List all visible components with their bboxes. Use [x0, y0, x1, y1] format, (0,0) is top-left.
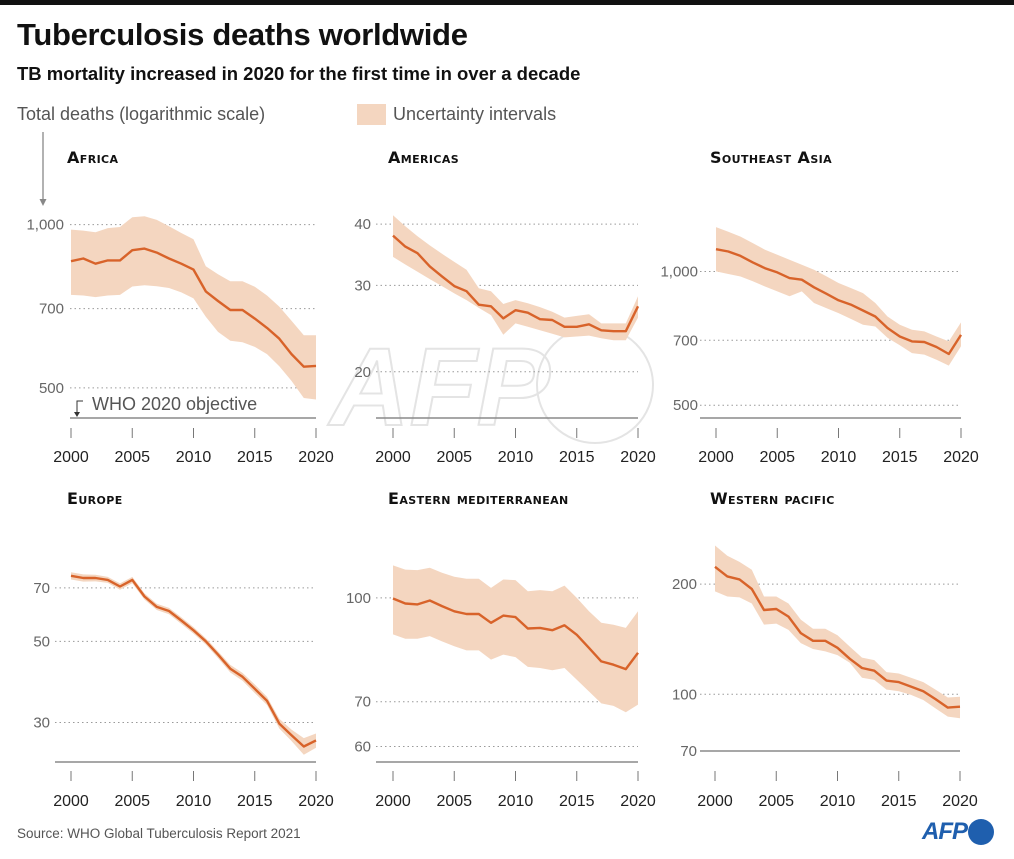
legend-swatch-uncertainty: [357, 104, 386, 125]
x-tick-label: 2000: [53, 449, 89, 466]
objective-arrowhead-icon: [74, 412, 80, 417]
x-tick-label: 2005: [759, 449, 795, 466]
y-axis-arrow-icon: [39, 132, 47, 206]
afp-watermark: AFP: [327, 326, 551, 449]
x-tick-label: 2005: [114, 449, 150, 466]
y-axis-label: Total deaths (logarithmic scale): [17, 104, 266, 124]
x-tick-label: 2000: [375, 793, 411, 810]
afp-logo-text: AFP: [922, 818, 968, 845]
legend-label: Uncertainty intervals: [393, 104, 557, 124]
y-tick-label: 70: [680, 743, 697, 760]
top-rule: [0, 0, 1014, 5]
x-tick-label: 2005: [436, 793, 472, 810]
afp-watermark-circle: [536, 326, 654, 444]
x-tick-label: 2000: [698, 449, 734, 466]
x-tick-label: 2020: [298, 449, 334, 466]
panel-title: Americas: [388, 148, 459, 167]
y-tick-label: 60: [354, 739, 371, 756]
uncertainty-band: [71, 572, 316, 755]
y-tick-label: 1,000: [660, 263, 698, 280]
y-tick-label: 700: [39, 301, 64, 318]
panel-americas: Americas 40 30 20 2000 2005 2010 2015 2020: [354, 148, 656, 466]
uncertainty-band: [393, 565, 638, 713]
panel-southeast-asia: Southeast Asia 1,000 700 500 2000 2005 2010 201…: [660, 148, 978, 466]
panel-title: Eastern mediterranean: [388, 489, 569, 508]
panel-title: Europe: [67, 489, 123, 508]
x-tick-label: 2005: [436, 449, 472, 466]
x-tick-label: 2015: [237, 449, 273, 466]
y-tick-label: 70: [33, 580, 50, 597]
objective-arrow-icon: [76, 400, 83, 414]
x-tick-label: 2010: [498, 793, 534, 810]
x-tick-label: 2010: [176, 793, 212, 810]
y-tick-label: 500: [39, 380, 64, 397]
y-tick-label: 700: [673, 332, 698, 349]
uncertainty-band: [716, 227, 961, 366]
x-tick-label: 2000: [375, 449, 411, 466]
x-tick-label: 2015: [559, 449, 595, 466]
y-tick-label: 30: [354, 277, 371, 294]
y-tick-label: 50: [33, 633, 50, 650]
y-tick-label: 1,000: [26, 217, 64, 234]
uncertainty-band: [715, 545, 960, 719]
y-tick-label: 20: [354, 364, 371, 381]
y-tick-label: 500: [673, 397, 698, 414]
y-tick-label: 30: [33, 715, 50, 732]
x-tick-label: 2010: [821, 449, 857, 466]
x-tick-label: 2020: [942, 793, 978, 810]
uncertainty-band: [71, 216, 316, 400]
y-tick-label: 100: [346, 590, 371, 607]
afp-logo: AFP: [922, 818, 994, 846]
panel-africa: Africa 1,000 700 500 WHO 2020 objective 2000 2…: [26, 148, 333, 466]
source-note: Source: WHO Global Tuberculosis Report 2…: [17, 826, 301, 841]
panel-western-pacific: Western pacific 200 100 70 2000 2005 2010 2015 2…: [672, 489, 978, 810]
panel-eastern-mediterranean: Eastern mediterranean 100 70 60 2000 2005 2010…: [346, 489, 656, 810]
uncertainty-band: [393, 215, 638, 341]
afp-logo-circle-icon: [968, 819, 994, 845]
panel-europe: Europe 70 50 30 2000 2005 2010 2015 2020: [33, 489, 334, 810]
panel-title: Africa: [67, 148, 119, 167]
x-tick-label: 2010: [498, 449, 534, 466]
y-tick-label: 70: [354, 694, 371, 711]
panel-title: Southeast Asia: [710, 148, 832, 167]
x-tick-label: 2020: [620, 793, 656, 810]
page-title: Tuberculosis deaths worldwide: [17, 17, 468, 52]
x-tick-label: 2000: [53, 793, 89, 810]
x-tick-label: 2015: [559, 793, 595, 810]
x-tick-label: 2020: [620, 449, 656, 466]
x-tick-label: 2015: [881, 793, 917, 810]
y-tick-label: 100: [672, 686, 697, 703]
x-tick-label: 2015: [237, 793, 273, 810]
y-tick-label: 200: [672, 576, 697, 593]
x-tick-label: 2005: [114, 793, 150, 810]
objective-label: WHO 2020 objective: [92, 394, 257, 414]
legend: Uncertainty intervals: [357, 104, 556, 125]
x-tick-label: 2000: [697, 793, 733, 810]
x-tick-label: 2010: [176, 449, 212, 466]
x-tick-label: 2020: [943, 449, 979, 466]
x-tick-label: 2020: [298, 793, 334, 810]
panel-title: Western pacific: [710, 489, 835, 508]
x-tick-label: 2005: [758, 793, 794, 810]
x-tick-label: 2010: [820, 793, 856, 810]
page-subtitle: TB mortality increased in 2020 for the f…: [17, 63, 581, 84]
x-tick-label: 2015: [882, 449, 918, 466]
y-tick-label: 40: [354, 216, 371, 233]
